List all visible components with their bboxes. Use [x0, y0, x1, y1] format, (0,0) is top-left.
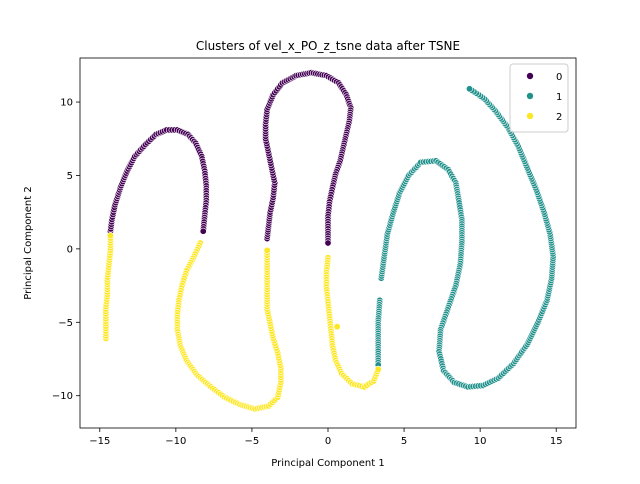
x-axis-label: Principal Component 1: [271, 458, 384, 469]
legend-box: [509, 63, 569, 133]
y-axis-label: Principal Component 2: [23, 186, 34, 299]
y-tick-label: −10: [52, 391, 73, 402]
plot-frame: [79, 57, 577, 429]
x-tick-label: 10: [474, 436, 487, 447]
y-tick-label: 10: [60, 98, 73, 109]
x-tick-label: 0: [325, 436, 331, 447]
legend-marker: [526, 72, 534, 80]
data-points: [102, 69, 557, 413]
x-tick-label: 15: [550, 436, 563, 447]
series-2-point: [374, 365, 382, 373]
legend-entry: 1: [556, 92, 562, 103]
x-tick-label: 5: [401, 436, 407, 447]
chart-title: Clusters of vel_x_PO_z_tsne data after T…: [196, 39, 460, 53]
legend-marker: [526, 112, 534, 120]
legend-entry: 0: [556, 72, 562, 83]
y-tick-label: −5: [58, 318, 73, 329]
series-2-point: [333, 323, 341, 331]
legend-marker: [526, 92, 534, 100]
series-2-point: [106, 232, 114, 240]
y-tick-label: 0: [67, 244, 73, 255]
series-1-point: [465, 85, 473, 93]
legend: 0 1 2: [509, 63, 569, 133]
x-tick-label: −15: [89, 436, 110, 447]
y-tick-label: 5: [67, 171, 73, 182]
x-tick-label: −5: [245, 436, 260, 447]
x-tick-label: −10: [165, 436, 186, 447]
series-2-point: [263, 246, 271, 254]
series-0-point: [324, 239, 332, 247]
legend-entry: 2: [556, 112, 562, 123]
axis-ticks: −15 −10 −5 0 5 10 15 −10 −5 0 5 10: [52, 98, 563, 447]
series-0-point: [199, 227, 207, 235]
